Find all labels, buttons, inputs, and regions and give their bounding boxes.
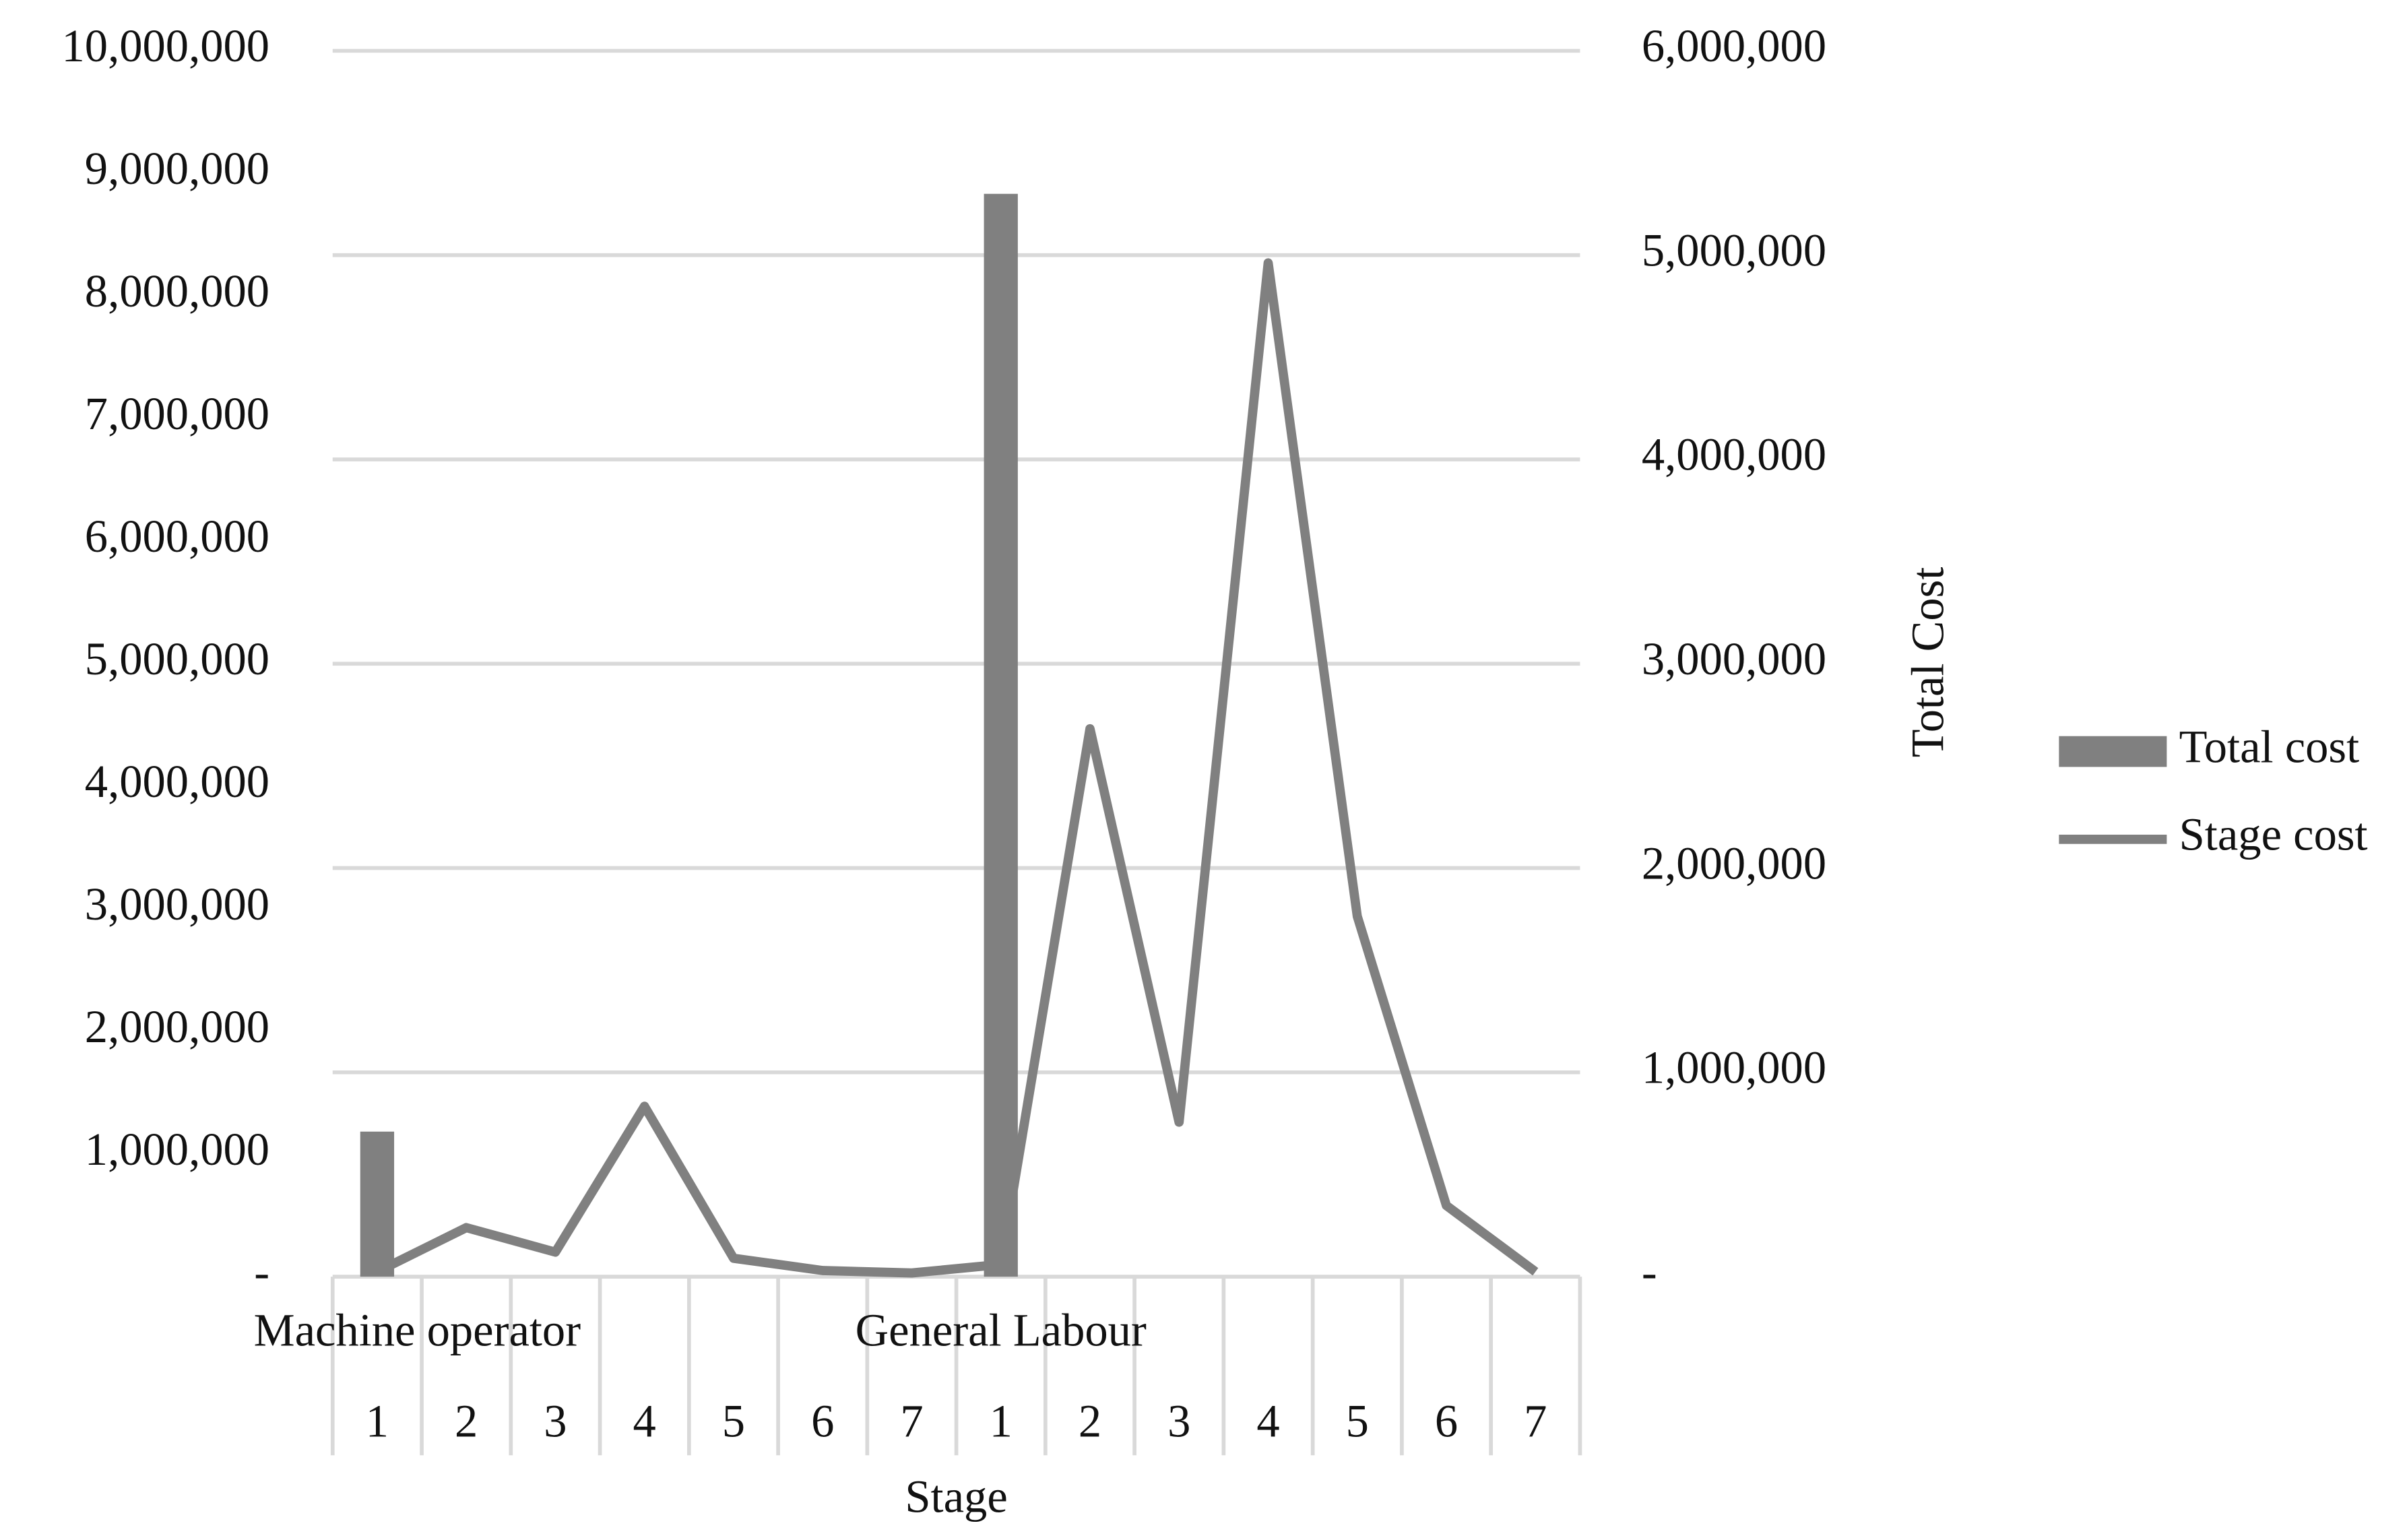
y-tick-label: 8,000,000 <box>85 265 269 317</box>
y2-axis-title: Total Cost <box>1902 567 1954 758</box>
group-label: Machine operator <box>254 1305 581 1356</box>
y2-tick-label: 2,000,000 <box>1642 837 1826 889</box>
y2-tick-label: 5,000,000 <box>1642 224 1826 276</box>
bar <box>360 1131 395 1277</box>
y-tick-label: - <box>254 1246 269 1297</box>
legend-label: Stage cost <box>2179 809 2368 860</box>
x-tick-label: 2 <box>1079 1396 1101 1447</box>
x-tick-label: 5 <box>1346 1396 1369 1447</box>
y-tick-label: 10,000,000 <box>62 20 270 71</box>
x-tick-label: 3 <box>544 1396 567 1447</box>
x-tick-label: 4 <box>1256 1396 1279 1447</box>
legend-swatch <box>2059 736 2167 767</box>
y2-tick-label: - <box>1642 1246 1657 1297</box>
x-tick-label: 3 <box>1167 1396 1190 1447</box>
y-tick-label: 7,000,000 <box>85 388 269 439</box>
legend-label: Total cost <box>2179 721 2360 772</box>
y2-tick-label: 4,000,000 <box>1642 429 1826 480</box>
group-label: General Labour <box>856 1305 1147 1356</box>
x-tick-label: 7 <box>1524 1396 1547 1447</box>
y-tick-label: 9,000,000 <box>85 143 269 194</box>
x-tick-label: 2 <box>455 1396 478 1447</box>
x-tick-label: 1 <box>366 1396 389 1447</box>
x-tick-label: 4 <box>633 1396 656 1447</box>
x-tick-label: 1 <box>990 1396 1013 1447</box>
x-tick-label: 5 <box>722 1396 745 1447</box>
x-tick-label: 6 <box>811 1396 834 1447</box>
y-tick-label: 2,000,000 <box>85 1001 269 1052</box>
y-tick-label: 1,000,000 <box>85 1124 269 1175</box>
y-tick-label: 5,000,000 <box>85 633 269 684</box>
x-axis-title: Stage <box>905 1471 1007 1522</box>
y-tick-label: 3,000,000 <box>85 878 269 930</box>
x-tick-label: 6 <box>1435 1396 1458 1447</box>
x-tick-label: 7 <box>900 1396 923 1447</box>
y2-tick-label: 3,000,000 <box>1642 633 1826 684</box>
y-tick-label: 6,000,000 <box>85 511 269 562</box>
y-tick-label: 4,000,000 <box>85 756 269 807</box>
y2-tick-label: 6,000,000 <box>1642 20 1826 71</box>
line <box>375 258 1539 1278</box>
y2-tick-label: 1,000,000 <box>1642 1042 1826 1093</box>
bar <box>984 193 1018 1277</box>
